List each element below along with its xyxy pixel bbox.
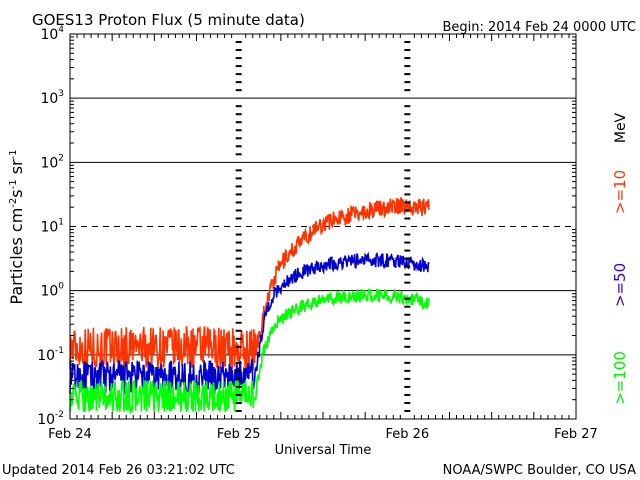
y-tick-label: 103 <box>40 89 64 107</box>
y-tick-label: 100 <box>40 282 64 300</box>
series-line-ge10 <box>69 197 430 372</box>
y-tick-label: 102 <box>40 153 64 171</box>
series-line-ge50 <box>69 251 430 395</box>
x-tick-label: Feb 27 <box>554 427 598 442</box>
y-tick-labels: 10-2 10-1 100 101 102 103 104 <box>37 25 64 428</box>
x-tick-label: Feb 24 <box>48 427 92 442</box>
x-axis-label: Universal Time <box>275 443 372 458</box>
y-axis-label-main: Particles cm <box>7 208 26 305</box>
plot-frame <box>69 33 577 420</box>
x-tick-labels: Feb 24 Feb 25 Feb 26 Feb 27 <box>48 427 598 442</box>
y-axis-label-exp1: -2 <box>8 198 19 208</box>
y-axis-label-sr: sr <box>7 159 26 179</box>
x-tick-label: Feb 25 <box>217 427 261 442</box>
legend-ge10: >=10 <box>611 170 629 214</box>
y-axis-label: Particles cm-2s-1 sr-1 <box>7 149 26 304</box>
y-tick-label: 10-1 <box>37 346 64 364</box>
data-source: NOAA/SWPC Boulder, CO USA <box>443 463 636 478</box>
chart-title: GOES13 Proton Flux (5 minute data) <box>32 11 305 29</box>
legend-unit-mev: MeV <box>613 112 629 143</box>
y-axis-label-exp3: -1 <box>8 149 19 159</box>
y-tick-label: 10-2 <box>37 410 64 428</box>
begin-label: Begin: 2014 Feb 24 0000 UTC <box>442 20 636 35</box>
x-tick-label: Feb 26 <box>385 427 429 442</box>
y-tick-label: 101 <box>40 218 64 236</box>
y-tick-label: 104 <box>40 25 64 43</box>
updated-timestamp: Updated 2014 Feb 26 03:21:02 UTC <box>2 463 235 478</box>
series-line-ge100 <box>69 287 430 415</box>
legend-ge100: >=100 <box>611 351 629 405</box>
y-axis-label-exp2: -1 <box>8 179 19 189</box>
y-axis-label-s: s <box>7 189 26 197</box>
series-layer <box>69 197 430 415</box>
legend-ge50: >=50 <box>611 263 629 307</box>
tick-marks <box>70 34 576 419</box>
